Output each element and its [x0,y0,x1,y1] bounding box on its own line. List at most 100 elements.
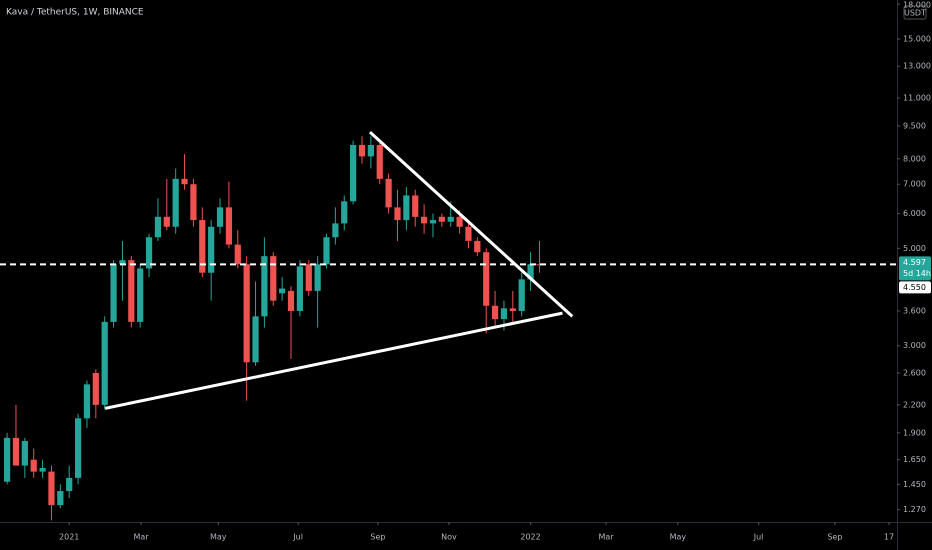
candle-body [145,237,153,269]
y-tick-label: 1.270 [903,505,926,514]
y-tick-label: 1.450 [903,480,926,489]
y-tick-label: 15.000 [903,34,931,43]
x-tick-label: Nov [441,533,457,542]
candle-body [279,288,286,294]
candle-body [252,316,259,363]
x-tick-label: Jul [292,533,303,542]
last-price-box [899,256,931,281]
y-tick-label: 18.000 [903,1,931,10]
candle-body [234,244,241,265]
candle-body [216,207,224,227]
candle-body [225,207,233,245]
candle-body [181,178,188,185]
candle-body [341,201,348,224]
candle-body [30,459,37,472]
candle-body [403,195,410,221]
candle-body [21,441,28,466]
candle-body [83,384,91,419]
last-price-label: 4.597 [903,258,926,267]
candle-body [74,418,82,478]
candle-body [447,216,454,222]
candle-body [420,216,428,224]
y-tick-label: 13.000 [903,62,931,71]
price-label-box [899,281,931,294]
y-tick-label: 2.600 [903,369,926,378]
candle-body [92,373,99,405]
candle-body [527,264,534,280]
candle-body [154,216,162,238]
candle-body [500,308,508,320]
candle-body [350,144,357,202]
candle-body [474,240,481,253]
candle-body [483,252,490,306]
candle-body [536,264,543,266]
candle-body [429,220,437,224]
x-tick-label: 17 [884,533,894,542]
trendline [368,131,574,318]
candle-body [376,144,383,179]
candle-body [367,144,374,157]
candle-body [190,184,197,221]
candle-body [128,260,135,322]
y-tick-label: 1.900 [903,428,926,437]
currency-box [903,5,927,20]
candle-body [163,216,170,227]
candle-body [456,216,463,227]
candle-body [57,491,64,506]
candle-body [110,264,117,322]
y-tick-label: 9.500 [903,122,926,131]
candle-body [465,226,472,241]
candle-body [385,178,392,208]
candle-body [438,216,445,222]
candle-body [48,471,55,506]
x-tick-label: Sep [370,533,385,542]
candle-body [412,195,419,217]
candle-body [518,279,525,311]
candle-body [270,256,277,301]
candle-body [358,144,366,157]
x-tick-label: Jul [753,533,764,542]
y-tick-label: 11.000 [903,94,931,103]
candle-body [296,266,303,311]
candle-body [314,264,321,291]
candle-body [323,237,330,265]
candle-body [172,178,179,227]
y-tick-label: 6.000 [903,209,926,218]
candle-body [394,207,401,221]
candle-body [199,220,206,273]
candle-body [137,268,144,322]
currency: USDT [904,9,926,18]
candle-body [287,290,295,311]
y-tick-label: 1.650 [903,455,926,464]
y-tick-label: 3.000 [903,341,926,350]
x-tick-label: May [210,533,227,542]
candle-body [119,260,126,265]
candle-body [332,223,339,238]
candle-body [305,264,312,291]
candle-body [12,437,20,466]
y-tick-label: 3.600 [903,306,926,315]
y-tick-label: 8.000 [903,154,926,163]
x-tick-label: Mar [134,533,150,542]
x-tick-label: Mar [598,533,614,542]
candle-body [66,477,73,492]
y-tick-label: 2.200 [903,400,926,409]
price-label: 4.550 [903,283,926,292]
x-tick-label: May [670,533,687,542]
candle-body [509,308,516,311]
x-tick-label: 2021 [59,533,79,542]
x-tick-label: 2022 [520,533,540,542]
candle-body [243,264,250,363]
candle-body [208,226,215,273]
y-tick-label: 7.000 [903,180,926,189]
candle-body [3,437,11,482]
candle-body [39,467,46,472]
candle-body [101,321,108,405]
x-tick-label: Sep [827,533,842,542]
candle-body [261,256,268,317]
countdown-label: 5d 14h [903,269,931,278]
trendline [104,311,563,410]
y-tick-label: 5.000 [903,244,926,253]
